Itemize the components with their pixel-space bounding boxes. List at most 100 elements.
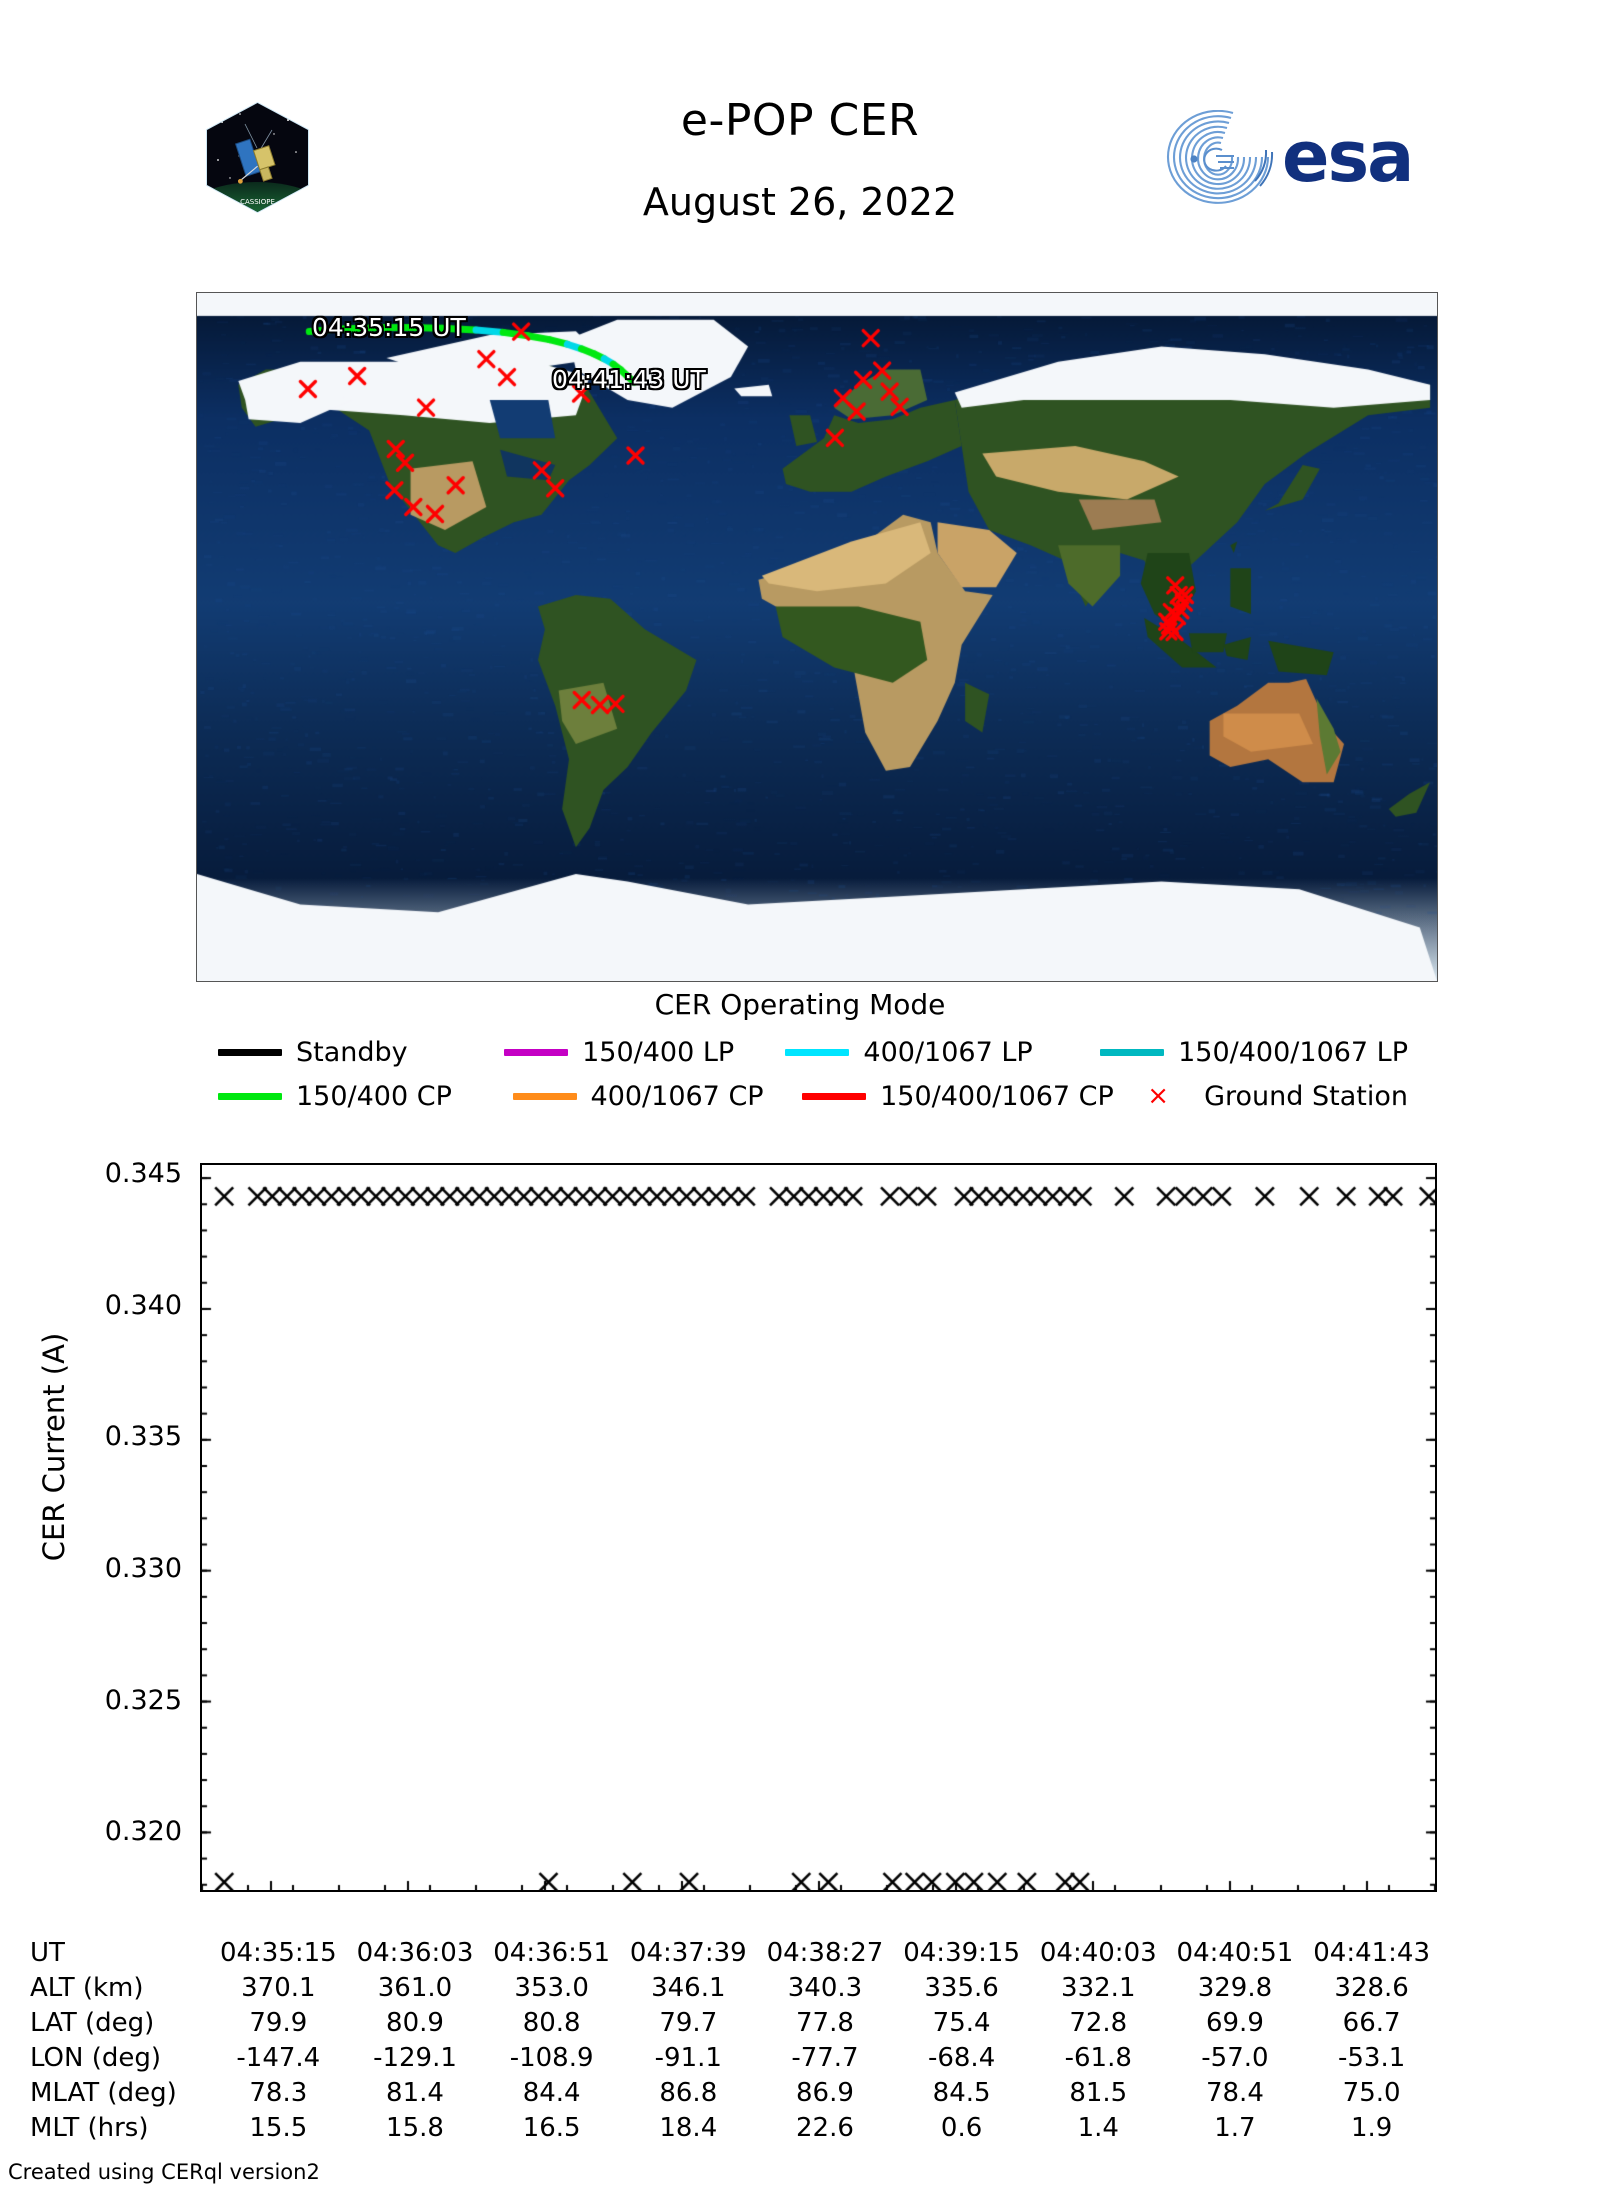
table-row: LON (deg) -147.4 -129.1 -108.9 -91.1 -77.7 -68… [30,2040,1440,2075]
legend-item-400-1067-cp[interactable]: 400/1067 CP [513,1074,803,1118]
row-label-mlt: MLT (hrs) [30,2110,210,2145]
table-cell: 79.7 [620,2005,757,2040]
table-cell: -77.7 [757,2040,894,2075]
legend-title: CER Operating Mode [0,988,1600,1021]
esa-logo-text: esa [1282,116,1412,198]
esa-swirl-icon [1160,110,1280,205]
legend-label-400-1067-lp: 400/1067 LP [863,1037,1032,1068]
table-cell: 04:38:27 [757,1935,894,1970]
table-cell: 04:37:39 [620,1935,757,1970]
cer-current-plot-canvas [202,1165,1435,1890]
table-cell: 86.8 [620,2075,757,2110]
table-cell: 1.4 [1030,2110,1167,2145]
ephemeris-table-element: UT 04:35:15 04:36:03 04:36:51 04:37:39 04:38:… [30,1935,1440,2145]
table-cell: -108.9 [483,2040,620,2075]
table-cell: 04:41:43 [1303,1935,1440,1970]
legend-label-150-400-lp: 150/400 LP [582,1037,734,1068]
world-map-canvas [197,293,1437,981]
legend-item-150-400-1067-cp[interactable]: 150/400/1067 CP [802,1074,1126,1118]
footer-text: Created using CERql version2 [8,2160,320,2184]
table-cell: -129.1 [347,2040,484,2075]
table-cell: -53.1 [1303,2040,1440,2075]
table-cell: 332.1 [1030,1970,1167,2005]
legend-swatch-150-400-cp [218,1093,282,1100]
table-cell: 78.4 [1167,2075,1304,2110]
table-row: MLT (hrs) 15.5 15.8 16.5 18.4 22.6 0.6 1.4 1.7 1.… [30,2110,1440,2145]
table-cell: 81.4 [347,2075,484,2110]
table-cell: 329.8 [1167,1970,1304,2005]
legend-swatch-150-400-1067-lp [1100,1049,1164,1056]
legend-swatch-150-400-1067-cp [802,1093,866,1100]
y-tick-label: 0.320 [52,1816,182,1847]
table-cell: 77.8 [757,2005,894,2040]
table-cell: -61.8 [1030,2040,1167,2075]
table-cell: 75.0 [1303,2075,1440,2110]
table-cell: 04:39:15 [893,1935,1030,1970]
legend: Standby 150/400 LP 400/1067 LP 150/400/1… [218,1030,1408,1118]
legend-item-150-400-cp[interactable]: 150/400 CP [218,1074,513,1118]
row-label-ut: UT [30,1935,210,1970]
table-cell: 340.3 [757,1970,894,2005]
legend-row-2: 150/400 CP 400/1067 CP 150/400/1067 CP ×… [218,1074,1408,1118]
row-label-mlat: MLAT (deg) [30,2075,210,2110]
table-cell: 80.8 [483,2005,620,2040]
table-cell: 15.5 [210,2110,347,2145]
table-row: UT 04:35:15 04:36:03 04:36:51 04:37:39 04:38:… [30,1935,1440,1970]
legend-item-150-400-lp[interactable]: 150/400 LP [504,1030,785,1074]
world-map: 04:35:15 UT 04:41:43 UT [196,292,1438,982]
legend-label-150-400-1067-lp: 150/400/1067 LP [1178,1037,1408,1068]
legend-item-ground-station[interactable]: × Ground Station [1126,1074,1408,1118]
table-cell: 335.6 [893,1970,1030,2005]
table-cell: 84.4 [483,2075,620,2110]
legend-row-1: Standby 150/400 LP 400/1067 LP 150/400/1… [218,1030,1408,1074]
ground-station-marker-icon: × [1126,1083,1190,1109]
table-cell: 328.6 [1303,1970,1440,2005]
row-label-lat: LAT (deg) [30,2005,210,2040]
table-cell: 18.4 [620,2110,757,2145]
table-cell: 1.9 [1303,2110,1440,2145]
table-cell: 81.5 [1030,2075,1167,2110]
map-end-time-label: 04:41:43 UT [552,365,706,394]
legend-label-standby: Standby [296,1037,408,1068]
table-cell: 84.5 [893,2075,1030,2110]
table-cell: 04:36:03 [347,1935,484,1970]
y-axis-tick-labels: 0.320 0.325 0.330 0.335 0.340 0.345 [42,0,182,2200]
map-start-time-label: 04:35:15 UT [312,313,466,342]
table-cell: 75.4 [893,2005,1030,2040]
legend-swatch-150-400-lp [504,1049,568,1056]
legend-item-standby[interactable]: Standby [218,1030,504,1074]
y-tick-label: 0.345 [52,1158,182,1189]
table-cell: -147.4 [210,2040,347,2075]
table-cell: 72.8 [1030,2005,1167,2040]
table-cell: 22.6 [757,2110,894,2145]
table-cell: 69.9 [1167,2005,1304,2040]
mission-logo-label: CASSIOPE [240,198,275,206]
table-cell: 04:40:51 [1167,1935,1304,1970]
table-cell: 353.0 [483,1970,620,2005]
y-tick-label: 0.335 [52,1421,182,1452]
table-row: ALT (km) 370.1 361.0 353.0 346.1 340.3 335.6 33… [30,1970,1440,2005]
table-cell: 0.6 [893,2110,1030,2145]
table-cell: 361.0 [347,1970,484,2005]
table-cell: 15.8 [347,2110,484,2145]
y-tick-label: 0.325 [52,1685,182,1716]
table-cell: 80.9 [347,2005,484,2040]
legend-swatch-400-1067-lp [785,1049,849,1056]
table-cell: 1.7 [1167,2110,1304,2145]
table-cell: 370.1 [210,1970,347,2005]
legend-label-ground-station: Ground Station [1204,1081,1408,1112]
table-cell: 79.9 [210,2005,347,2040]
table-cell: 04:40:03 [1030,1935,1167,1970]
table-cell: 346.1 [620,1970,757,2005]
legend-item-400-1067-lp[interactable]: 400/1067 LP [785,1030,1100,1074]
legend-swatch-400-1067-cp [513,1093,577,1100]
table-cell: 78.3 [210,2075,347,2110]
table-cell: 16.5 [483,2110,620,2145]
cassiope-mission-patch-icon: CASSIOPE [200,100,315,215]
table-row: LAT (deg) 79.9 80.9 80.8 79.7 77.8 75.4 72.8 69.… [30,2005,1440,2040]
legend-item-150-400-1067-lp[interactable]: 150/400/1067 LP [1100,1030,1408,1074]
table-cell: -68.4 [893,2040,1030,2075]
row-label-alt: ALT (km) [30,1970,210,2005]
legend-label-150-400-1067-cp: 150/400/1067 CP [880,1081,1114,1112]
table-cell: 86.9 [757,2075,894,2110]
